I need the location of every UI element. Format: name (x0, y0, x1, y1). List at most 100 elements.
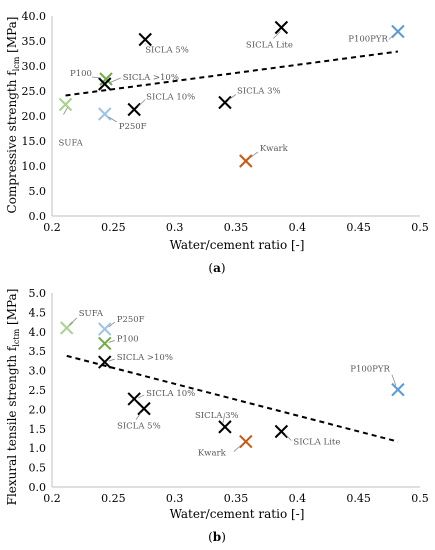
chart-b-label-sufa: SUFA (79, 309, 104, 319)
chart-a-y-tick-label: 35.0 (22, 35, 47, 48)
chart-b-x-tick-label: 0.2 (43, 492, 61, 505)
chart-a-x-tick-label: 0.3 (166, 221, 184, 234)
chart-a-point-p100 (99, 72, 113, 86)
chart-a-x-tick-label: 0.45 (346, 221, 371, 234)
chart-b-y-tick-label: 1.0 (29, 442, 47, 455)
chart-b-label-leader (285, 434, 292, 441)
chart-a-label-p250f: P250F (119, 122, 147, 132)
chart-b-x-tick-label: 0.3 (166, 492, 184, 505)
chart-a-axes (51, 16, 420, 217)
chart-b-y-tick-label: 4.5 (29, 306, 47, 319)
chart-a-x-tick-label: 0.2 (43, 221, 61, 234)
chart-b-y-tick-label: 3.5 (29, 345, 47, 358)
chart-b-x-tick-label: 0.25 (101, 492, 126, 505)
chart-b-y-tick-label: 1.5 (29, 423, 47, 436)
chart-b-marker-stroke (274, 424, 289, 439)
chart-b-trendline-group (66, 354, 399, 443)
chart-a-marker-stroke (391, 24, 405, 39)
chart-a-y-tick-label: 0.0 (29, 210, 47, 223)
chart-b-point-sicla-gt10pct (98, 355, 112, 369)
chart-a-x-ticks: 0.2 0.25 0.3 0.35 0.4 0.45 0.5 (43, 221, 429, 234)
chart-a-label-sicla-5pct: SICLA 5% (145, 46, 189, 56)
chart-b-point-kwark (239, 434, 253, 449)
chart-a-point-sicla-10pct (127, 102, 141, 117)
chart-b-label-leader (391, 374, 397, 386)
chart-a-point-sicla-gt10pct (98, 77, 112, 91)
chart-b-point-sicla-5pct (137, 401, 151, 416)
chart-a-y-tick-label: 40.0 (22, 10, 47, 23)
chart-a-label-leader (63, 107, 68, 115)
chart-b-marker-stroke (127, 392, 141, 406)
chart-a-marker-stroke (98, 77, 112, 91)
chart-a-x-tick-label: 0.5 (411, 221, 429, 234)
chart-b-y-tick-label: 3.0 (29, 365, 47, 378)
chart-a-label-leader (273, 31, 281, 39)
chart-b-y-axis-title-unit: [MPa] (5, 289, 19, 329)
chart-a-x-tick-label: 0.25 (101, 221, 126, 234)
chart-a-point-sicla-3pct (218, 95, 232, 110)
chart-b-label-p100: P100 (117, 334, 139, 344)
chart-a: 0.05.010.015.020.025.030.035.040.0 0.2 0.… (5, 10, 429, 275)
chart-b-point-sicla-3pct (218, 420, 232, 434)
chart-a-point-kwark (239, 154, 253, 168)
chart-a-y-axis-title: Compressive strength flcm [MPa] (5, 17, 21, 214)
chart-b-y-tick-label: 0.0 (29, 481, 47, 494)
chart-b-label-leader (69, 317, 78, 326)
chart-a-y-tick-label: 25.0 (22, 85, 47, 98)
chart-b-label-sicla-3pct: SICLA 3% (195, 411, 239, 421)
chart-b-y-axis-title-main: Flexural tensile strength f (5, 345, 19, 505)
chart-a-y-tick-label: 15.0 (22, 135, 47, 148)
chart-a-trendline (65, 50, 399, 97)
chart-b-marker-stroke (98, 336, 112, 351)
chart-b-panel-letter: b (213, 530, 221, 544)
chart-a-label-leader (108, 116, 117, 123)
chart-a-y-axis-title-sub: lcm (12, 56, 21, 71)
chart-b-label-leader (108, 358, 115, 362)
chart-b-marker-stroke (218, 420, 232, 434)
chart-b-y-axis-title-sub: lctm (12, 328, 21, 346)
chart-a-point-sicla-lite (274, 20, 289, 35)
chart-b-y-axis-title: Flexural tensile strength flctm [MPa] (5, 289, 21, 506)
chart-a-label-kwark: Kwark (260, 144, 289, 154)
chart-b-marker-stroke (391, 382, 405, 397)
chart-b-panel-label: (b) (208, 530, 226, 544)
chart-a-label-leader (249, 151, 259, 159)
chart-a-label-p100: P100 (70, 69, 92, 79)
chart-a-y-tick-label: 20.0 (22, 110, 47, 123)
chart-a-marker-stroke (239, 154, 253, 168)
chart-b-y-ticks: 0.0 0.5 1.0 1.5 2.0 2.5 3.0 3.5 4.0 4.5 5.0 (29, 287, 47, 494)
chart-b-marker-stroke (137, 401, 151, 416)
chart-b-label-leader (222, 412, 226, 423)
chart-a-marker-stroke (98, 107, 112, 121)
chart-b-x-tick-label: 0.45 (346, 492, 371, 505)
chart-a-point-p100pyr (391, 24, 405, 39)
chart-b-x-axis-title: Water/cement ratio [-] (170, 507, 305, 521)
chart-a-marker-stroke (58, 97, 73, 112)
chart-b-point-p100 (98, 336, 112, 351)
chart-b-label-sicla-5pct: SICLA 5% (117, 422, 161, 432)
chart-a-marker-stroke (99, 72, 113, 86)
chart-a-label-leader (137, 99, 146, 107)
chart-b-marker-stroke (98, 322, 112, 336)
chart-b-x-tick-label: 0.35 (224, 492, 249, 505)
chart-a-trendline-group (65, 50, 399, 97)
chart-a-x-tick-label: 0.4 (289, 221, 307, 234)
chart-b-x-ticks: 0.2 0.25 0.3 0.35 0.4 0.45 0.5 (43, 492, 429, 505)
chart-b-y-tick-label: 2.5 (29, 384, 47, 397)
chart-a-panel-letter: a (213, 261, 221, 275)
chart-a-panel-label: (a) (208, 261, 225, 275)
chart-a-y-axis-title-main: Compressive strength f (5, 70, 19, 214)
chart-b-y-tick-label: 0.5 (29, 462, 47, 475)
chart-a-point-labels: SUFA P100 SICLA >10% P250F SICLA 10% SICLA 5%… (58, 31, 395, 159)
chart-b-x-tick-label: 0.4 (289, 492, 307, 505)
chart-b-y-tick-label: 2.0 (29, 403, 47, 416)
chart-b-label-sicla-10pct: SICLA 10% (146, 389, 195, 399)
chart-a-marker-stroke (274, 20, 289, 35)
chart-b-label-sicla-gt10pct: SICLA >10% (117, 353, 173, 363)
chart-a-label-sicla-3pct: SICLA 3% (237, 87, 281, 97)
chart-b-marker-stroke (239, 434, 253, 449)
chart-a-label-leader (108, 77, 121, 84)
chart-b-point-sicla-lite (274, 424, 289, 439)
chart-b-label-leader (138, 394, 145, 399)
